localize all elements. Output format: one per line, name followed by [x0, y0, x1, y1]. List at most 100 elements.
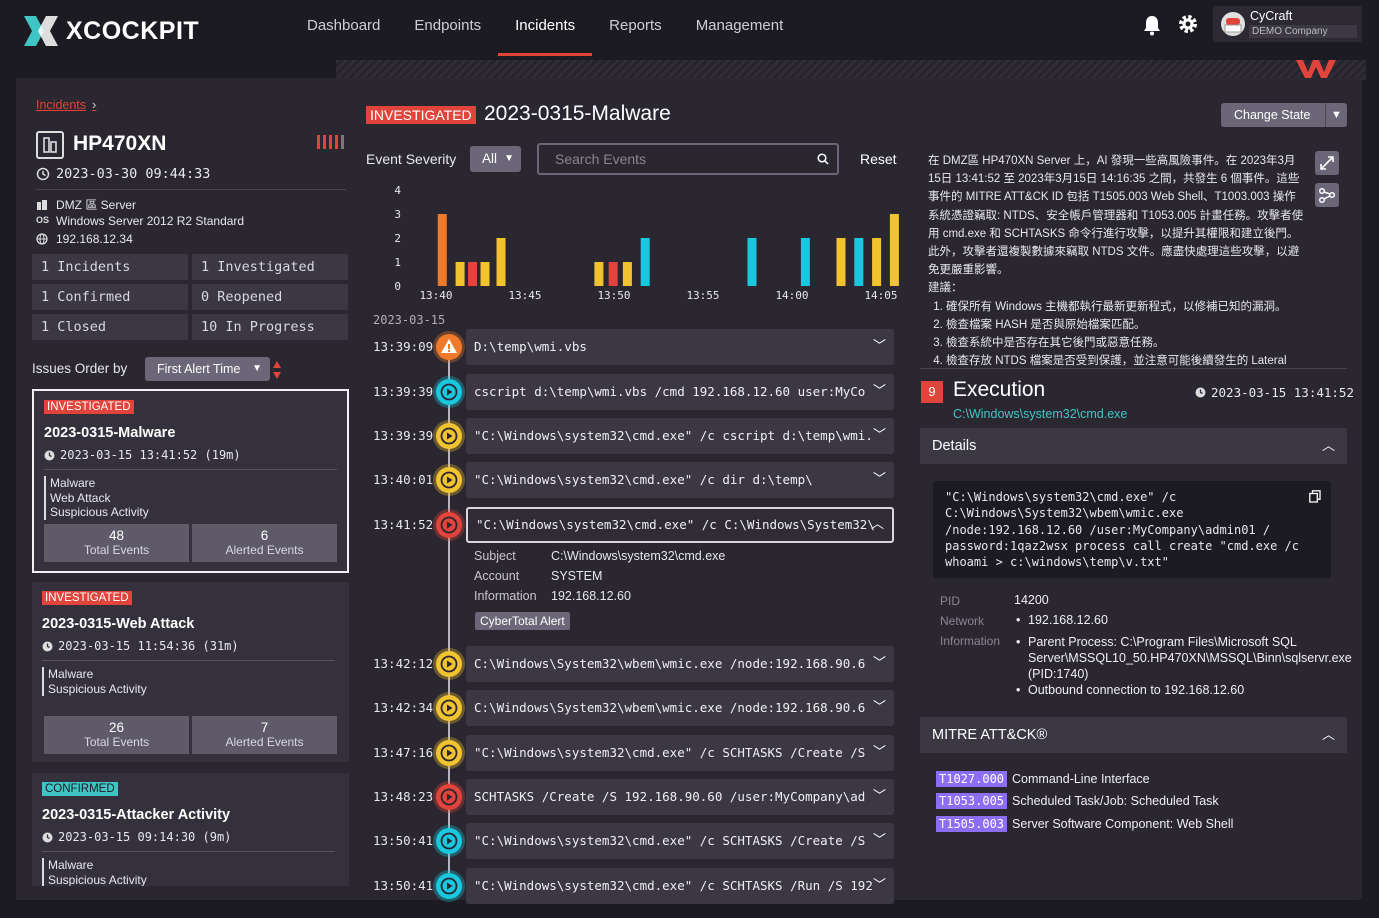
- nav-reports[interactable]: Reports: [609, 17, 662, 34]
- chevron-down-icon[interactable]: ﹀: [872, 384, 886, 399]
- chevron-down-icon[interactable]: ﹀: [872, 878, 886, 893]
- chevron-up-icon[interactable]: ︿: [870, 517, 884, 532]
- chevron-up-icon[interactable]: ︿: [1321, 438, 1335, 453]
- event-command[interactable]: C:\Windows\System32\wbem\wmic.exe /node:…: [466, 646, 894, 682]
- event-row[interactable]: 13:50:41 "C:\Windows\system32\cmd.exe" /c…: [366, 868, 896, 904]
- severity-bar[interactable]: [437, 214, 447, 286]
- severity-bar[interactable]: [455, 262, 465, 286]
- event-command[interactable]: "C:\Windows\system32\cmd.exe" /c dir d:\…: [466, 462, 894, 498]
- event-time: 13:39:39: [373, 384, 434, 399]
- severity-bar[interactable]: [747, 238, 757, 286]
- step-path[interactable]: C:\Windows\system32\cmd.exe: [953, 407, 1128, 421]
- event-command[interactable]: "C:\Windows\system32\cmd.exe" /c C:\Wind…: [466, 507, 894, 543]
- severity-bar[interactable]: [468, 262, 478, 286]
- event-row[interactable]: 13:42:34 C:\Windows\System32\wbem\wmic.ex…: [366, 690, 896, 726]
- event-command[interactable]: C:\Windows\System32\wbem\wmic.exe /node:…: [466, 690, 894, 726]
- order-select[interactable]: First Alert Time ▼: [145, 357, 270, 381]
- globe-icon: [36, 233, 48, 245]
- event-command[interactable]: SCHTASKS /Create /S 192.168.90.60 /user:…: [466, 779, 894, 815]
- expand-button[interactable]: [1315, 151, 1339, 175]
- copy-icon[interactable]: [1309, 490, 1321, 503]
- nav-incidents[interactable]: Incidents: [498, 0, 593, 56]
- stat-incidents[interactable]: 1 Incidents: [32, 254, 188, 280]
- severity-bar[interactable]: [608, 262, 618, 286]
- search-input[interactable]: Search Events: [537, 143, 839, 175]
- nav-management[interactable]: Management: [695, 17, 784, 34]
- mitre-item[interactable]: T1027.000 Command-Line Interface: [936, 771, 1150, 787]
- event-row[interactable]: 13:41:52 "C:\Windows\system32\cmd.exe" /c…: [366, 507, 896, 543]
- status-badge: INVESTIGATED: [44, 400, 134, 414]
- severity-bar[interactable]: [640, 238, 650, 286]
- gear-icon[interactable]: [1177, 13, 1199, 35]
- chevron-down-icon[interactable]: ﹀: [872, 833, 886, 848]
- chevron-down-icon: ▼: [504, 153, 514, 164]
- summary-text: 在 DMZ區 HP470XN Server 上，AI 發現一些高風險事件。在 2…: [928, 155, 1304, 277]
- x-tick-label: 14:00: [775, 289, 808, 302]
- bell-icon[interactable]: [1142, 14, 1162, 36]
- warning-icon: [436, 334, 462, 360]
- details-header[interactable]: Details ︿: [920, 428, 1347, 464]
- stat-investigated[interactable]: 1 Investigated: [192, 254, 348, 280]
- severity-bar[interactable]: [800, 238, 810, 286]
- severity-bar[interactable]: [872, 238, 882, 286]
- event-row[interactable]: 13:48:23 SCHTASKS /Create /S 192.168.90.6…: [366, 779, 896, 815]
- mitre-item[interactable]: T1505.003 Server Software Component: Web …: [936, 816, 1233, 832]
- chevron-down-icon[interactable]: ﹀: [872, 339, 886, 354]
- stat-confirmed[interactable]: 1 Confirmed: [32, 284, 188, 310]
- stat-in-progress[interactable]: 10 In Progress: [192, 314, 348, 340]
- incident-card[interactable]: INVESTIGATED 2023-0315-Malware 2023-03-1…: [32, 389, 349, 573]
- severity-bar[interactable]: [480, 262, 490, 286]
- expand-icon: [1320, 156, 1334, 170]
- event-command[interactable]: cscript d:\temp\wmi.vbs /cmd 192.168.12.…: [466, 374, 894, 410]
- change-state-button[interactable]: Change State ▼: [1221, 103, 1347, 127]
- user-menu[interactable]: CyCraft DEMO Company: [1213, 6, 1362, 42]
- chevron-up-icon[interactable]: ︿: [1321, 727, 1335, 742]
- stat-closed[interactable]: 1 Closed: [32, 314, 188, 340]
- event-row[interactable]: 13:39:09 D:\temp\wmi.vbs ﹀: [366, 329, 896, 365]
- chevron-down-icon[interactable]: ﹀: [872, 656, 886, 671]
- chevron-down-icon[interactable]: ﹀: [872, 472, 886, 487]
- event-command[interactable]: "C:\Windows\system32\cmd.exe" /c SCHTASK…: [466, 868, 894, 904]
- event-command[interactable]: "C:\Windows\system32\cmd.exe" /c cscript…: [466, 418, 894, 454]
- mitre-item[interactable]: T1053.005 Scheduled Task/Job: Scheduled T…: [936, 793, 1219, 809]
- chevron-down-icon[interactable]: ﹀: [872, 428, 886, 443]
- incident-card[interactable]: CONFIRMED 2023-0315-Attacker Activity 20…: [32, 773, 349, 886]
- event-row[interactable]: 13:39:39 cscript d:\temp\wmi.vbs /cmd 192…: [366, 374, 896, 410]
- sort-icon[interactable]: [272, 360, 282, 380]
- severity-bar[interactable]: [854, 238, 864, 286]
- event-row[interactable]: 13:47:16 "C:\Windows\system32\cmd.exe" /c…: [366, 735, 896, 771]
- event-row[interactable]: 13:40:01 "C:\Windows\system32\cmd.exe" /c…: [366, 462, 896, 498]
- share-button[interactable]: [1315, 183, 1339, 207]
- severity-bar[interactable]: [889, 214, 899, 286]
- incident-card[interactable]: INVESTIGATED 2023-0315-Web Attack 2023-0…: [32, 582, 349, 762]
- breadcrumb[interactable]: Incidents ›: [36, 97, 96, 112]
- severity-bar[interactable]: [622, 262, 632, 286]
- event-row[interactable]: 13:42:12 C:\Windows\System32\wbem\wmic.ex…: [366, 646, 896, 682]
- search-placeholder: Search Events: [555, 151, 647, 167]
- change-state-label: Change State: [1234, 108, 1311, 122]
- event-command[interactable]: D:\temp\wmi.vbs ﹀: [466, 329, 894, 365]
- breadcrumb-incidents[interactable]: Incidents: [36, 97, 87, 112]
- severity-bar[interactable]: [496, 238, 506, 286]
- nav-endpoints[interactable]: Endpoints: [414, 17, 482, 34]
- cybertotal-alert-button[interactable]: CyberTotal Alert: [475, 612, 570, 630]
- severity-select[interactable]: All ▼: [470, 146, 521, 172]
- stat-reopened[interactable]: 0 Reopened: [192, 284, 348, 310]
- severity-bar[interactable]: [594, 262, 604, 286]
- chevron-down-icon[interactable]: ﹀: [872, 789, 886, 804]
- app-logo[interactable]: XCOCKPIT: [22, 14, 199, 48]
- event-row[interactable]: 13:50:41 "C:\Windows\system32\cmd.exe" /c…: [366, 823, 896, 859]
- severity-bar[interactable]: [836, 238, 846, 286]
- mitre-header[interactable]: MITRE ATT&CK® ︿: [920, 717, 1347, 753]
- incident-status-badge: INVESTIGATED: [366, 106, 476, 124]
- event-command[interactable]: "C:\Windows\system32\cmd.exe" /c SCHTASK…: [466, 735, 894, 771]
- chevron-down-icon[interactable]: ▼: [1325, 103, 1347, 127]
- information-item: Parent Process: C:\Program Files\Microso…: [1014, 634, 1352, 682]
- event-row[interactable]: 13:39:39 "C:\Windows\system32\cmd.exe" /c…: [366, 418, 896, 454]
- event-command[interactable]: "C:\Windows\system32\cmd.exe" /c SCHTASK…: [466, 823, 894, 859]
- nav-dashboard[interactable]: Dashboard: [307, 17, 381, 34]
- tag: Malware: [44, 476, 149, 491]
- chevron-down-icon[interactable]: ﹀: [872, 745, 886, 760]
- chevron-down-icon[interactable]: ﹀: [872, 700, 886, 715]
- reset-button[interactable]: Reset: [860, 151, 897, 167]
